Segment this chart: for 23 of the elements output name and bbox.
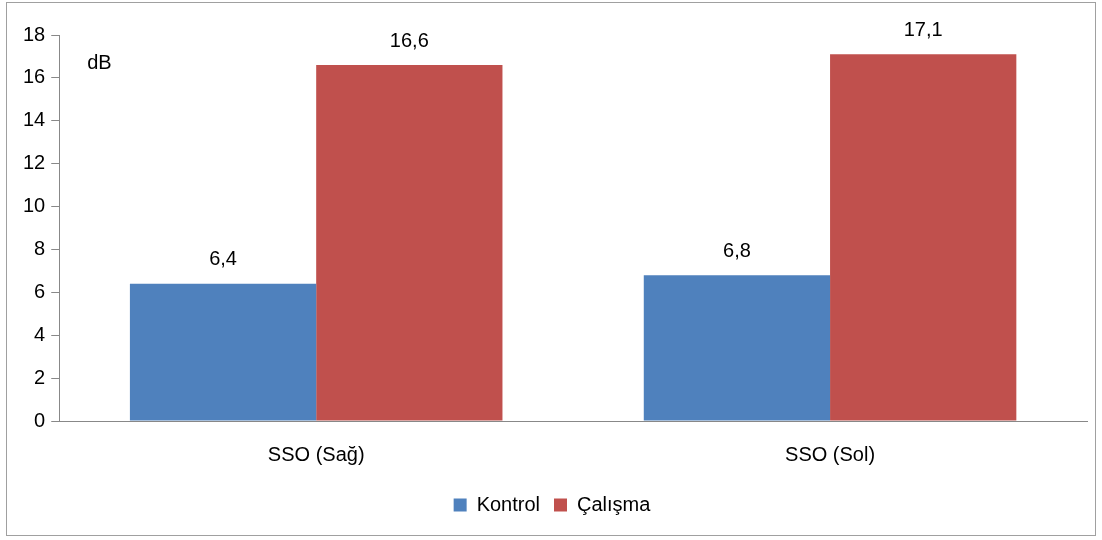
- x-tick-label: SSO (Sol): [785, 442, 876, 465]
- data-label: 6,4: [209, 247, 237, 270]
- bar: [316, 65, 503, 421]
- y-tick-label: 14: [23, 108, 46, 131]
- y-tick-label: 16: [23, 65, 46, 88]
- y-tick-label: 2: [34, 365, 46, 388]
- y-tick-label: 4: [34, 322, 46, 345]
- data-label: 6,8: [723, 238, 751, 261]
- y-tick-label: 6: [34, 279, 46, 302]
- bar: [129, 283, 317, 421]
- y-tick-label: 10: [23, 194, 46, 217]
- data-label: 16,6: [389, 28, 429, 51]
- y-tick-label: 18: [23, 22, 46, 45]
- legend-label: Kontrol: [476, 492, 541, 515]
- bar: [643, 275, 831, 421]
- y-tick-label: 8: [34, 236, 46, 259]
- bar: [830, 54, 1017, 421]
- y-tick-label: 12: [23, 151, 46, 174]
- x-tick-label: SSO (Sağ): [267, 442, 365, 465]
- legend-label: Çalışma: [577, 492, 652, 515]
- data-label: 17,1: [903, 17, 943, 40]
- y-axis-title: dB: [87, 50, 112, 73]
- y-tick-label: 0: [34, 408, 46, 431]
